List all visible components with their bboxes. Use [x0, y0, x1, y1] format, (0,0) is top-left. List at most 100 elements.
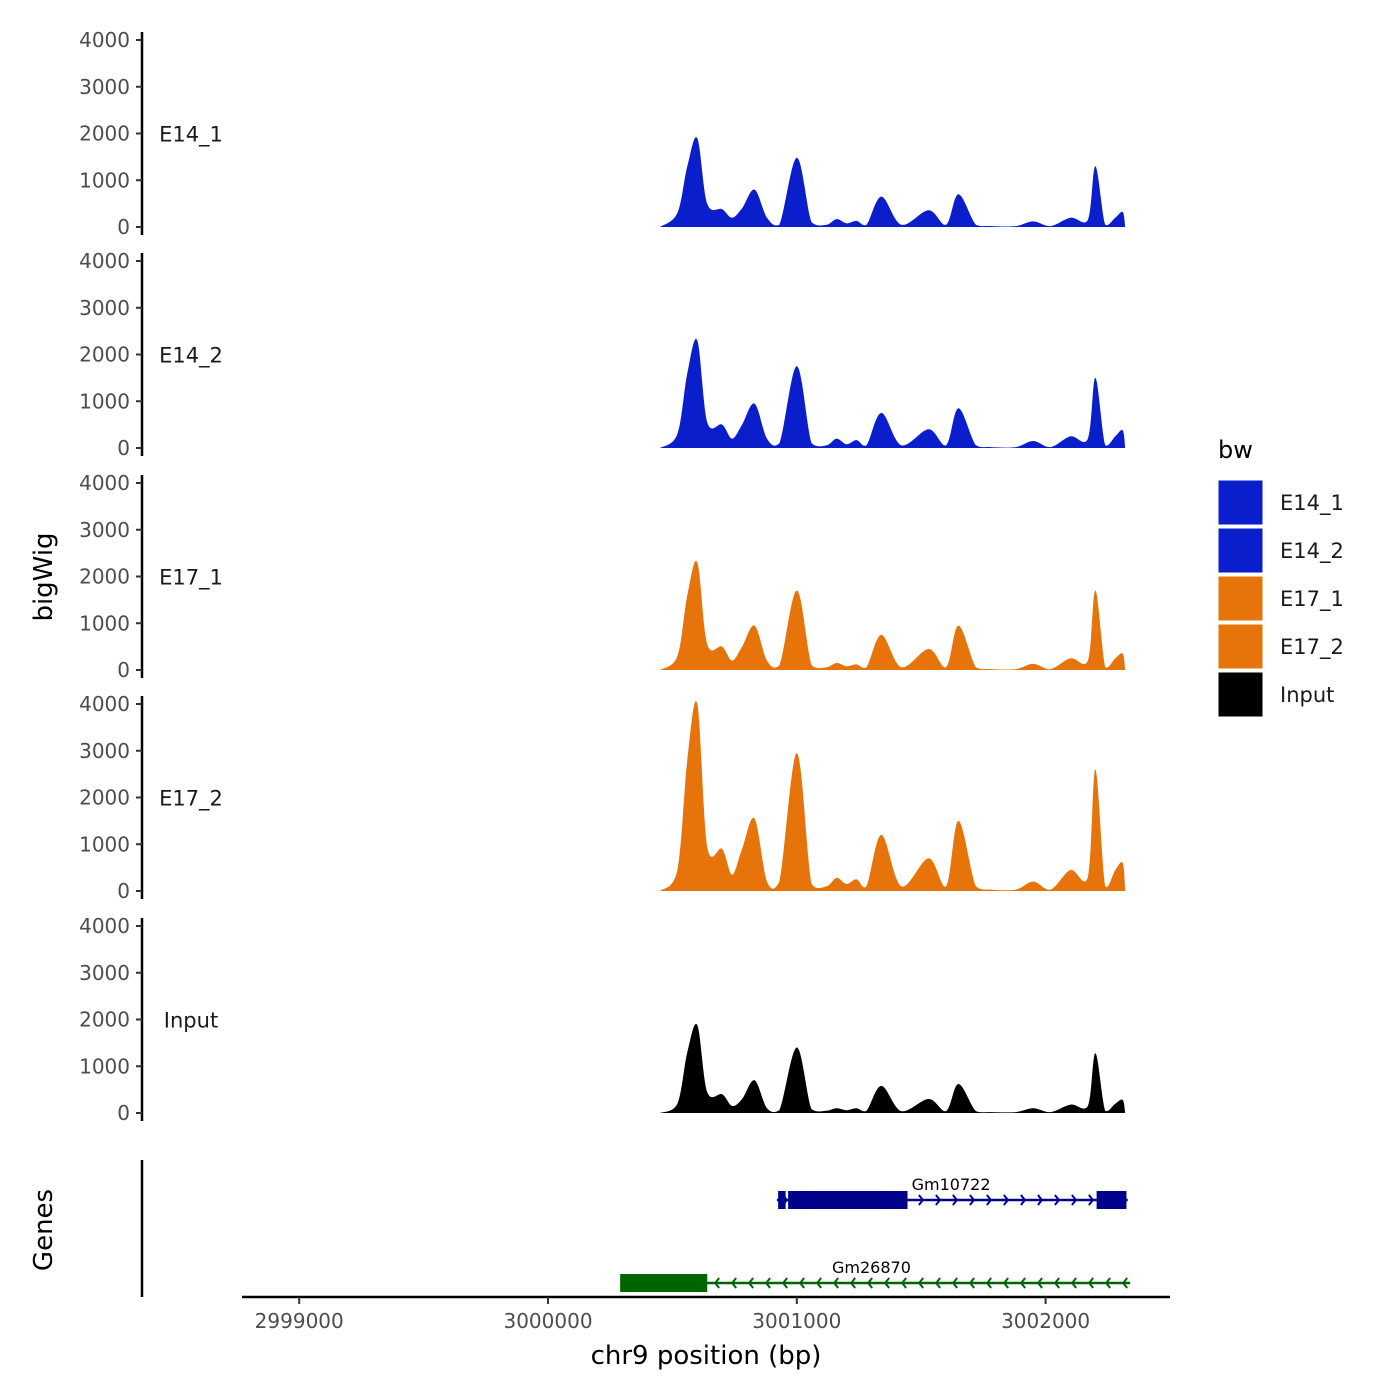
y-tick-label: 3000 — [79, 739, 130, 763]
y-tick-label: 1000 — [79, 611, 130, 635]
track-label: E14_2 — [159, 344, 223, 369]
strand-arrow — [883, 1277, 890, 1289]
strand-arrow — [986, 1194, 993, 1206]
strand-arrow — [1053, 1277, 1060, 1289]
signal-area-input — [660, 1023, 1126, 1113]
gene-gm26870: Gm26870 — [620, 1258, 1131, 1292]
strand-arrow — [1070, 1277, 1077, 1289]
y-axis-title-genes: Genes — [29, 1189, 59, 1271]
legend-entry-input: Input — [1217, 671, 1334, 718]
legend-swatch — [1217, 479, 1264, 526]
legend-swatch — [1217, 623, 1264, 670]
track-label: E17_1 — [159, 566, 223, 591]
legend-swatch — [1217, 671, 1264, 718]
legend-swatch — [1217, 575, 1264, 622]
gene-label: Gm26870 — [832, 1258, 911, 1277]
strand-arrow — [798, 1277, 805, 1289]
signal-area-e14-2 — [660, 338, 1126, 448]
x-axis-title: chr9 position (bp) — [591, 1341, 822, 1371]
strand-arrow — [1019, 1277, 1026, 1289]
y-tick-label: 4000 — [79, 692, 130, 716]
y-tick-label: 0 — [117, 436, 130, 460]
y-tick-label: 2000 — [79, 565, 130, 589]
legend-label: E17_1 — [1280, 587, 1344, 612]
y-tick-label: 3000 — [79, 518, 130, 542]
track-panel-e14-1: 0 1000 2000 3000 4000 E14_1 — [79, 28, 1126, 239]
signal-area-e17-1 — [660, 560, 1126, 670]
legend-label: E14_1 — [1280, 491, 1344, 516]
strand-arrow — [866, 1277, 873, 1289]
strand-arrow — [815, 1277, 822, 1289]
strand-arrow — [1071, 1194, 1078, 1206]
strand-arrow — [849, 1277, 856, 1289]
legend-entry-e17-1: E17_1 — [1217, 575, 1344, 622]
strand-arrow — [1088, 1194, 1095, 1206]
strand-arrow — [952, 1194, 959, 1206]
track-panel-e17-2: 0 1000 2000 3000 4000 E17_2 — [79, 692, 1126, 903]
x-tick-label: 3000000 — [503, 1309, 592, 1333]
track-label: Input — [164, 1009, 218, 1033]
signal-tracks: 0 1000 2000 3000 4000 E14_1 0 1000 2000 3000 4000 E… — [79, 28, 1126, 1125]
strand-arrow — [985, 1277, 992, 1289]
gene-exon — [1096, 1191, 1127, 1209]
strand-arrow — [1121, 1277, 1128, 1289]
strand-arrow — [832, 1277, 839, 1289]
strand-arrow — [1104, 1277, 1111, 1289]
legend-label: E17_2 — [1280, 635, 1344, 660]
y-tick-label: 0 — [117, 215, 130, 239]
gene-track: Gm10722 Gm26870 — [140, 1160, 1131, 1297]
y-tick-label: 3000 — [79, 296, 130, 320]
x-tick-label: 2999000 — [255, 1309, 344, 1333]
y-tick-label: 0 — [117, 1101, 130, 1125]
y-tick-label: 2000 — [79, 122, 130, 146]
strand-arrow — [747, 1277, 754, 1289]
y-tick-label: 3000 — [79, 75, 130, 99]
track-panel-e17-1: 0 1000 2000 3000 4000 E17_1 — [79, 471, 1126, 682]
y-tick-label: 2000 — [79, 1008, 130, 1032]
gene-exon — [778, 1191, 786, 1209]
track-label: E14_1 — [159, 123, 223, 148]
x-axis: 2999000 3000000 3001000 3002000 — [242, 1295, 1170, 1333]
strand-arrow — [781, 1277, 788, 1289]
strand-arrow — [935, 1194, 942, 1206]
strand-arrow — [1003, 1194, 1010, 1206]
legend-entry-e14-1: E14_1 — [1217, 479, 1344, 526]
y-tick-label: 1000 — [79, 389, 130, 413]
gene-exon — [620, 1274, 708, 1292]
strand-arrow — [968, 1277, 975, 1289]
legend-swatch — [1217, 527, 1264, 574]
strand-arrow — [764, 1277, 771, 1289]
legend-entry-e17-2: E17_2 — [1217, 623, 1344, 670]
strand-arrow — [1020, 1194, 1027, 1206]
x-tick-label: 3002000 — [1001, 1309, 1090, 1333]
strand-arrow — [934, 1277, 941, 1289]
strand-arrow — [1002, 1277, 1009, 1289]
y-axis-title-bigwig: bigWig — [29, 532, 59, 621]
signal-area-e17-2 — [660, 701, 1126, 891]
y-tick-label: 0 — [117, 658, 130, 682]
strand-arrow — [918, 1194, 925, 1206]
strand-arrow — [713, 1277, 720, 1289]
y-tick-label: 4000 — [79, 28, 130, 52]
strand-arrow — [917, 1277, 924, 1289]
y-tick-label: 4000 — [79, 471, 130, 495]
gene-label: Gm10722 — [912, 1175, 991, 1194]
gene-exon — [788, 1191, 908, 1209]
strand-arrow — [951, 1277, 958, 1289]
signal-area-e14-1 — [660, 137, 1126, 227]
legend-entry-e14-2: E14_2 — [1217, 527, 1344, 574]
y-tick-label: 1000 — [79, 1054, 130, 1078]
legend-label: Input — [1280, 683, 1334, 707]
y-tick-label: 3000 — [79, 961, 130, 985]
legend: E14_1 E14_2 E17_1 E17_2 Input — [1217, 479, 1344, 718]
strand-arrow — [1036, 1277, 1043, 1289]
y-tick-label: 4000 — [79, 249, 130, 273]
strand-arrow — [1087, 1277, 1094, 1289]
y-tick-label: 1000 — [79, 832, 130, 856]
x-tick-label: 3001000 — [752, 1309, 841, 1333]
y-tick-label: 2000 — [79, 343, 130, 367]
legend-title: bw — [1218, 436, 1253, 464]
y-tick-label: 1000 — [79, 168, 130, 192]
y-tick-label: 0 — [117, 879, 130, 903]
